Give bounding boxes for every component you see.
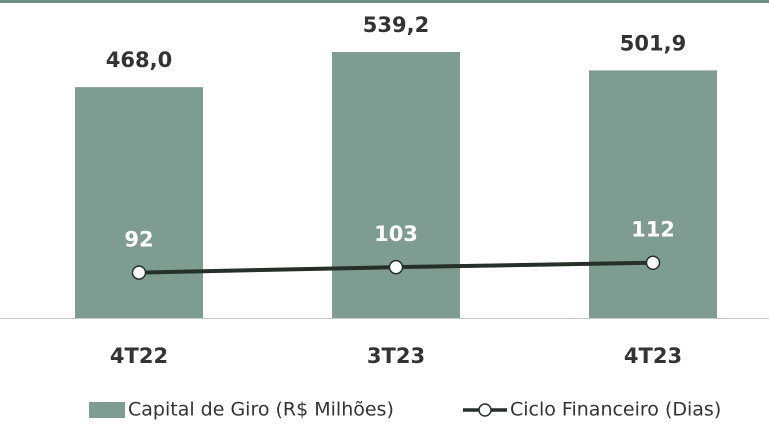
x-tick-label: 4T23 — [624, 344, 682, 368]
bar-value-label: 468,0 — [106, 48, 172, 72]
legend-marker — [478, 403, 492, 417]
line-marker — [131, 265, 147, 280]
x-tick-label: 3T23 — [367, 344, 425, 368]
line-value-label: 92 — [124, 228, 153, 252]
line-marker — [388, 259, 404, 275]
bar — [589, 70, 717, 319]
line-value-label: 103 — [374, 222, 418, 246]
legend-swatch — [89, 402, 125, 418]
bar-value-label: 501,9 — [620, 31, 686, 55]
x-tick-label: 4T22 — [110, 344, 168, 368]
line-value-label: 112 — [631, 218, 675, 242]
legend-label: Ciclo Financeiro (Dias) — [510, 399, 721, 421]
bar — [332, 51, 460, 319]
bar — [75, 87, 203, 319]
top-border — [0, 0, 769, 3]
bar-value-label: 539,2 — [363, 13, 429, 37]
legend-label: Capital de Giro (R$ Milhões) — [128, 399, 394, 421]
line-marker — [645, 255, 661, 270]
